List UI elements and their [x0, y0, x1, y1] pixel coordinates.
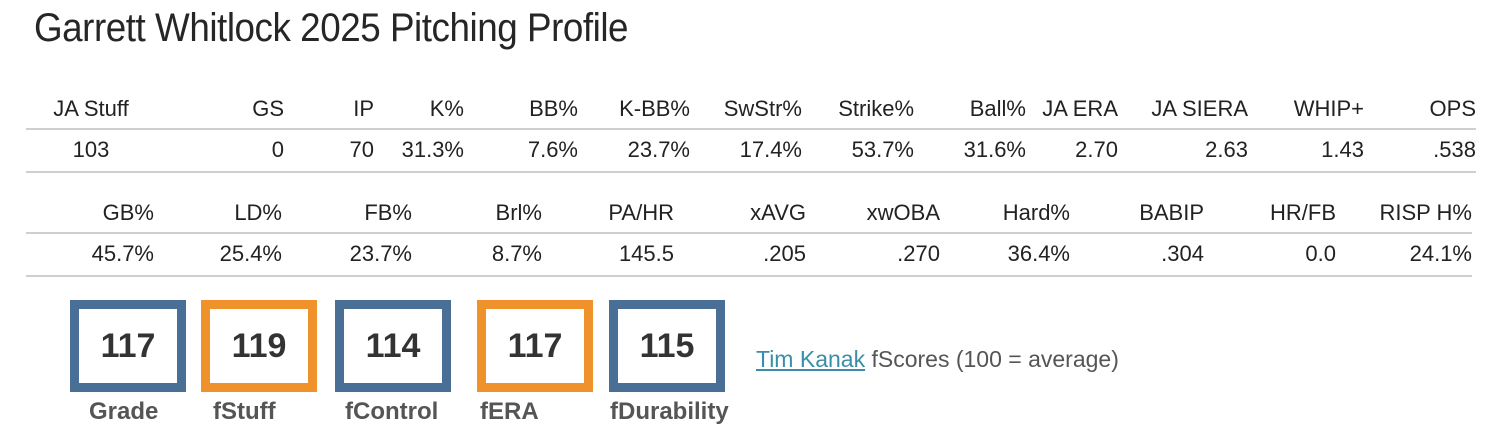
column-header: GB%: [102, 200, 154, 225]
column-header: HR/FB: [1270, 200, 1336, 225]
stats-table-secondary: GB% LD% FB% Brl% PA/HR xAVG xwOBA Hard% …: [26, 190, 1472, 277]
score-label-grade: Grade: [89, 398, 159, 425]
table-cell: 2.70: [1075, 136, 1118, 162]
table-cell: 2.63: [1205, 136, 1248, 162]
column-header: RISP H%: [1379, 200, 1472, 225]
table-cell: 36.4%: [1007, 240, 1070, 266]
table-cell: 23.7%: [349, 240, 412, 266]
table-cell: 31.3%: [401, 136, 464, 162]
table-cell: .304: [1161, 240, 1204, 266]
column-header: IP: [353, 96, 374, 121]
page-title: Garrett Whitlock 2025 Pitching Profile: [34, 6, 629, 50]
score-box-fstuff: 119: [201, 300, 317, 392]
score-label-fstuff: fStuff: [213, 398, 276, 425]
table-cell: 23.7%: [627, 136, 690, 162]
table-cell: 31.6%: [963, 136, 1026, 162]
column-header: Brl%: [495, 200, 542, 225]
score-box-grade: 117: [70, 300, 186, 392]
column-header: Strike%: [838, 96, 914, 121]
table-cell: 25.4%: [219, 240, 282, 266]
column-header: WHIP+: [1293, 96, 1364, 121]
table-cell: 1.43: [1321, 136, 1364, 162]
table-cell: 0: [271, 136, 284, 162]
table-header-row: JA Stuff GS IP K% BB% K-BB% SwStr% Strik…: [26, 86, 1476, 129]
fscores-credit: Tim Kanak fScores (100 = average): [756, 346, 1119, 373]
column-header: PA/HR: [608, 200, 674, 225]
table-cell: 53.7%: [851, 136, 914, 162]
table-cell: 17.4%: [739, 136, 802, 162]
table-cell: 0.0: [1305, 240, 1336, 266]
column-header: GS: [252, 96, 284, 121]
table-cell: 24.1%: [1409, 240, 1472, 266]
table-row: 45.7% 25.4% 23.7% 8.7% 145.5 .205 .270 3…: [26, 233, 1472, 276]
stats-table-primary: JA Stuff GS IP K% BB% K-BB% SwStr% Strik…: [26, 86, 1476, 173]
score-box-fdurability: 115: [609, 300, 725, 392]
table-cell: 45.7%: [91, 240, 154, 266]
column-header: xAVG: [750, 200, 806, 225]
column-header: Ball%: [969, 96, 1026, 121]
score-label-fera: fERA: [480, 398, 539, 425]
table-header-row: GB% LD% FB% Brl% PA/HR xAVG xwOBA Hard% …: [26, 190, 1472, 233]
column-header: OPS: [1429, 96, 1476, 121]
score-label-fdurability: fDurability: [610, 398, 729, 425]
column-header: JA ERA: [1042, 96, 1118, 121]
table-cell: 103: [72, 136, 110, 162]
column-header: SwStr%: [723, 96, 802, 121]
table-cell: 7.6%: [527, 136, 578, 162]
column-header: FB%: [364, 200, 412, 225]
column-header: xwOBA: [866, 200, 940, 225]
table-cell: 8.7%: [491, 240, 542, 266]
score-box-fcontrol: 114: [335, 300, 451, 392]
column-header: JA SIERA: [1151, 96, 1248, 121]
column-header: Hard%: [1002, 200, 1070, 225]
column-header: LD%: [234, 200, 282, 225]
credit-text: fScores (100 = average): [865, 346, 1119, 372]
table-cell: 70: [349, 136, 374, 162]
column-header: JA Stuff: [53, 96, 129, 121]
score-box-fera: 117: [477, 300, 593, 392]
table-cell: 145.5: [618, 240, 674, 266]
author-link[interactable]: Tim Kanak: [756, 346, 866, 372]
score-label-fcontrol: fControl: [345, 398, 439, 425]
table-row: 103 0 70 31.3% 7.6% 23.7% 17.4% 53.7% 31…: [26, 129, 1476, 172]
table-cell: .538: [1433, 136, 1476, 162]
column-header: K%: [429, 96, 464, 121]
column-header: BB%: [529, 96, 578, 121]
column-header: K-BB%: [619, 96, 690, 121]
column-header: BABIP: [1139, 200, 1204, 225]
table-cell: .270: [897, 240, 940, 266]
table-cell: .205: [763, 240, 806, 266]
